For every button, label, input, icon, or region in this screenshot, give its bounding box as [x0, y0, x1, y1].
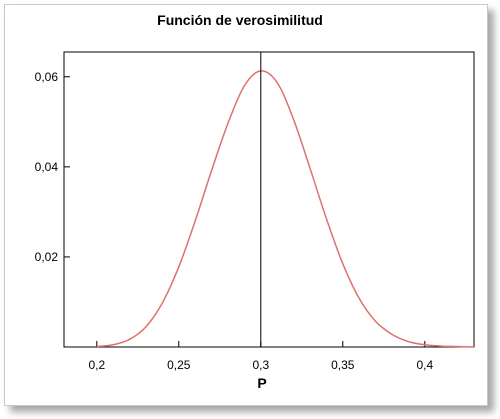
- y-tick-label: 0,02: [35, 250, 59, 264]
- x-tick-label: 0,4: [416, 358, 433, 372]
- plot-frame: [63, 51, 475, 348]
- x-tick-label: 0,3: [252, 358, 269, 372]
- x-tick-label: 0,25: [167, 358, 191, 372]
- x-axis-label: P: [257, 375, 266, 391]
- y-axis: 0,02 0,04 0,06: [35, 70, 70, 264]
- x-tick-label: 0,35: [331, 358, 355, 372]
- x-axis: 0,2 0,25 0,3 0,35 0,4: [88, 341, 433, 372]
- y-tick-label: 0,04: [35, 160, 59, 174]
- chart-panel: [4, 4, 488, 406]
- likelihood-curve: [96, 70, 475, 348]
- x-tick-label: 0,2: [88, 358, 105, 372]
- y-tick-label: 0,06: [35, 70, 59, 84]
- chart-title: Función de verosimilitud: [157, 12, 323, 28]
